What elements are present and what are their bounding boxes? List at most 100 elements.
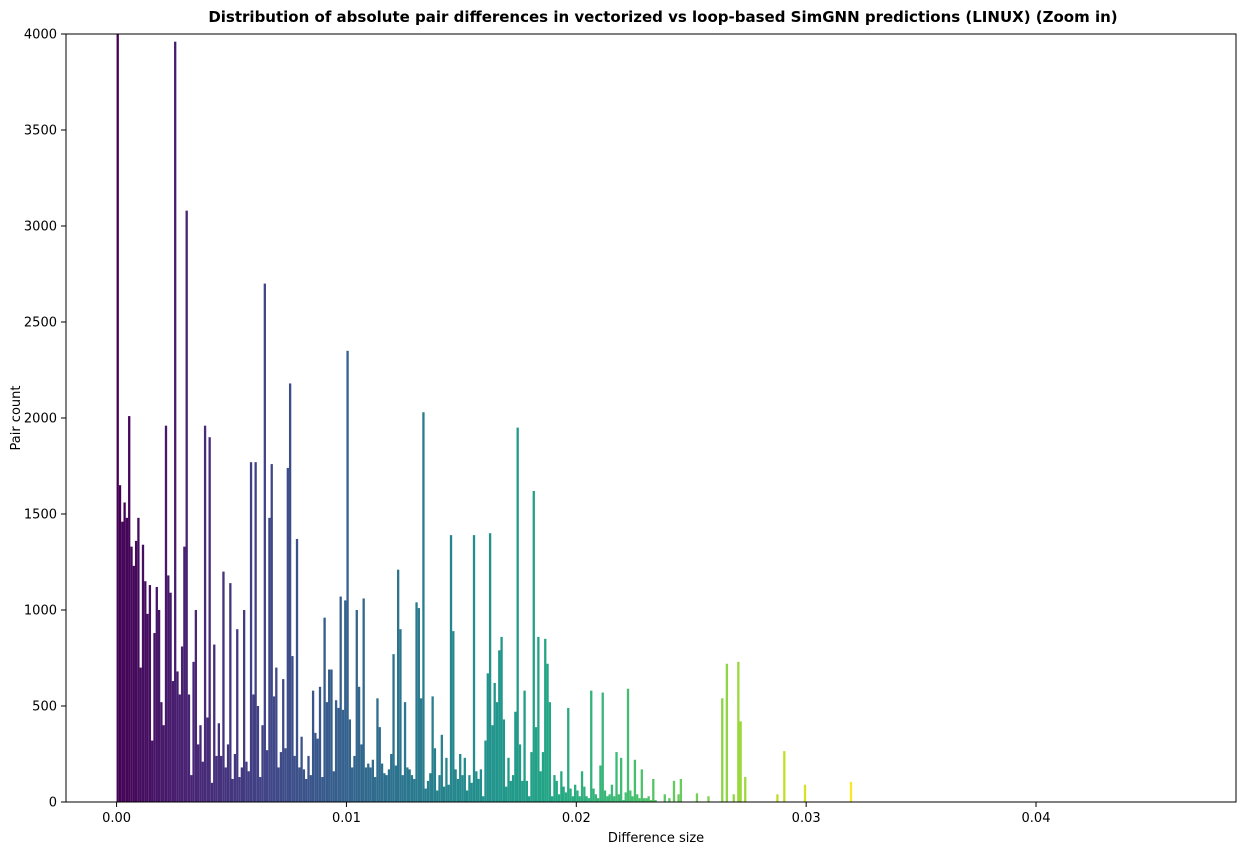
histogram-bar [348, 719, 352, 802]
histogram-bar [419, 698, 423, 802]
x-tick-label: 0.03 [792, 811, 821, 826]
histogram-bar [220, 755, 223, 802]
histogram-bar [353, 755, 356, 802]
histogram-bar [357, 686, 361, 802]
histogram-bar [426, 780, 430, 802]
histogram-bar [318, 686, 322, 802]
histogram-bar [721, 698, 724, 802]
histogram-bar [436, 790, 439, 802]
histogram-bar [224, 767, 227, 802]
histogram-bar [530, 752, 533, 802]
x-tick-label: 0.02 [562, 811, 591, 826]
histogram-bar [146, 613, 149, 802]
histogram-bar [116, 34, 119, 802]
histogram-bar [610, 784, 614, 802]
histogram-bar [638, 798, 641, 802]
histogram-bar [415, 602, 418, 802]
histogram-bar [121, 521, 124, 802]
histogram-bar [268, 517, 271, 802]
histogram-bar [288, 383, 292, 802]
histogram-bar [424, 788, 427, 802]
histogram-bar [422, 412, 425, 802]
histogram-bar [580, 771, 584, 802]
histogram-bar [737, 661, 740, 802]
histogram-bar [725, 663, 729, 802]
histogram-bar [583, 786, 586, 802]
histogram-bar [442, 786, 446, 802]
histogram-bar [461, 775, 464, 802]
histogram-bar [229, 583, 232, 802]
histogram-bar [134, 540, 138, 802]
histogram-bar [640, 769, 643, 802]
x-tick-label: 0.00 [102, 811, 131, 826]
histogram-bar [624, 792, 627, 802]
histogram-bar [645, 798, 648, 802]
histogram-bar [275, 667, 278, 802]
histogram-bar [254, 462, 257, 802]
histogram-bar [302, 769, 306, 802]
histogram-bar [261, 725, 264, 802]
histogram-bar [376, 698, 379, 802]
histogram-bar [619, 757, 623, 802]
histogram-bar [555, 780, 558, 802]
histogram-bar [360, 744, 363, 802]
histogram-bar [160, 702, 163, 802]
histogram-bar [433, 748, 437, 802]
histogram-bar [233, 754, 237, 802]
histogram-bar [341, 709, 345, 802]
histogram-bar [560, 771, 563, 802]
histogram-bar [139, 667, 142, 802]
histogram-bar [631, 796, 634, 802]
histogram-bar [130, 546, 133, 802]
histogram-bar [247, 771, 250, 802]
histogram-bar [707, 796, 710, 802]
histogram-bar [539, 771, 542, 802]
histogram-bar [242, 610, 246, 802]
histogram-bar [279, 752, 283, 802]
histogram-bar [465, 790, 469, 802]
histogram-bar [803, 784, 807, 802]
histogram-bar [541, 752, 545, 802]
histogram-bar [199, 725, 202, 802]
histogram-bar [144, 581, 147, 802]
histogram-bar [203, 425, 207, 802]
histogram-bar [470, 782, 473, 802]
histogram-bar [399, 629, 402, 802]
axes-layer: 0.00 0.01 0.02 0.03 0.04 0 500 1000 1500 2000 2500… [24, 28, 1237, 826]
histogram-bar [629, 790, 632, 802]
histogram-bar [410, 775, 414, 802]
histogram-bar [576, 790, 579, 802]
histogram-bar [608, 794, 611, 802]
histogram-bar [295, 538, 299, 802]
histogram-bar [406, 767, 409, 802]
histogram-bar [544, 638, 547, 802]
histogram-bar [500, 636, 503, 802]
histogram-bar [351, 767, 354, 802]
bars-layer [116, 34, 853, 803]
histogram-bar [585, 796, 588, 802]
histogram-bar [392, 654, 395, 802]
histogram-bar [300, 736, 303, 802]
histogram-bar [385, 775, 388, 802]
histogram-bar [362, 598, 365, 802]
histogram-bar [286, 467, 289, 802]
histogram-bar [429, 773, 432, 802]
histogram-bar [652, 778, 655, 802]
histogram-bar [562, 786, 565, 802]
histogram-bar [293, 755, 296, 802]
histogram-bar [484, 740, 487, 802]
histogram-bar [491, 725, 494, 802]
histogram-bar [587, 798, 591, 802]
histogram-bar [654, 800, 657, 802]
histogram-bar [447, 784, 450, 802]
histogram-bar [647, 796, 650, 802]
histogram-bar [477, 778, 480, 802]
histogram-bar [328, 669, 331, 802]
histogram-bar [316, 738, 319, 802]
histogram-bar [454, 769, 457, 802]
histogram-bar [215, 755, 218, 802]
histogram-bar [190, 775, 193, 802]
histogram-bar [282, 679, 285, 802]
histogram-bar [226, 744, 230, 802]
histogram-bar [252, 694, 255, 802]
